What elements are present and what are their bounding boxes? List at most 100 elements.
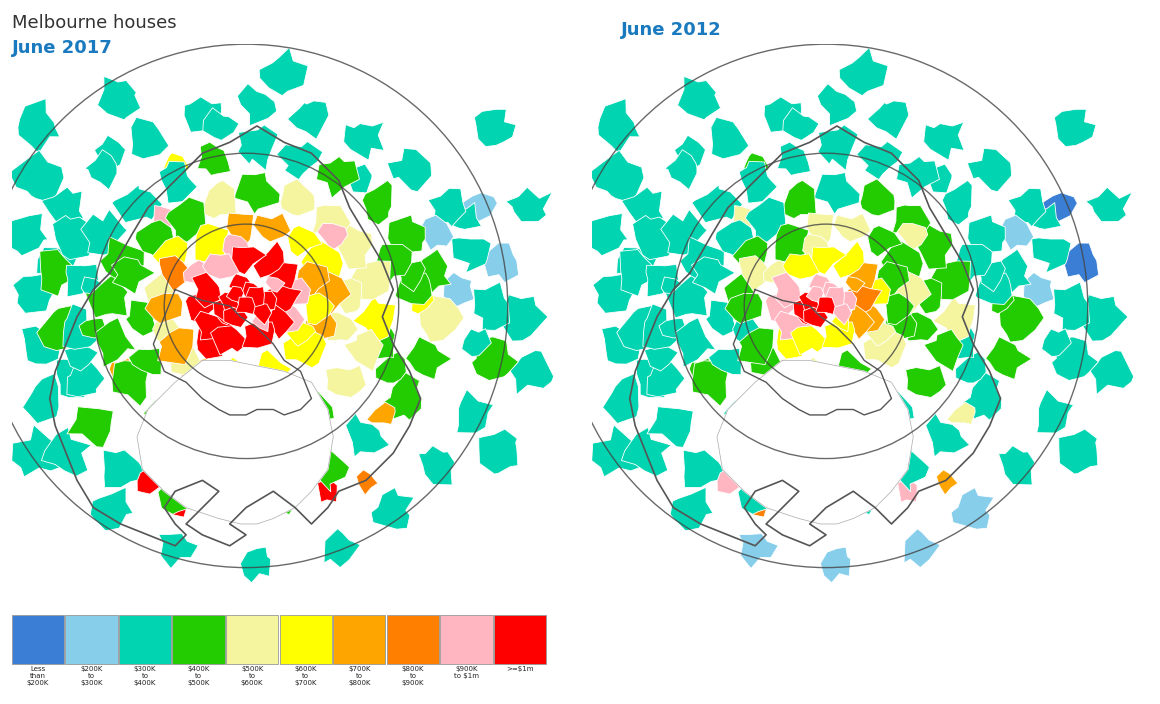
Polygon shape [1023, 272, 1054, 308]
Polygon shape [976, 273, 1012, 305]
Polygon shape [1032, 193, 1078, 224]
Polygon shape [159, 256, 195, 291]
Polygon shape [376, 352, 406, 383]
Polygon shape [839, 291, 857, 310]
Polygon shape [256, 350, 291, 385]
Polygon shape [241, 367, 275, 398]
Polygon shape [956, 352, 986, 383]
Polygon shape [2, 213, 48, 256]
Polygon shape [266, 277, 285, 292]
Polygon shape [276, 301, 305, 332]
Polygon shape [312, 205, 350, 236]
Polygon shape [775, 311, 813, 340]
Polygon shape [739, 256, 775, 291]
Polygon shape [213, 298, 233, 324]
Polygon shape [183, 260, 211, 284]
Polygon shape [647, 407, 694, 447]
Polygon shape [925, 329, 963, 371]
Polygon shape [195, 224, 229, 263]
Polygon shape [683, 450, 726, 488]
Polygon shape [452, 193, 498, 224]
Polygon shape [815, 297, 835, 315]
Polygon shape [472, 337, 519, 380]
Polygon shape [661, 210, 708, 255]
Polygon shape [790, 326, 829, 355]
Polygon shape [479, 429, 517, 474]
Polygon shape [868, 391, 914, 432]
Polygon shape [506, 187, 552, 222]
Polygon shape [203, 108, 239, 140]
Polygon shape [892, 205, 930, 236]
Polygon shape [644, 344, 679, 371]
Polygon shape [617, 306, 665, 351]
Bar [441, 615, 493, 664]
Polygon shape [659, 318, 687, 338]
Polygon shape [967, 149, 1012, 191]
Polygon shape [97, 76, 140, 120]
Polygon shape [868, 101, 908, 139]
Polygon shape [103, 450, 146, 488]
Polygon shape [451, 238, 491, 272]
Polygon shape [267, 284, 302, 313]
Bar [333, 615, 385, 664]
Polygon shape [137, 360, 333, 524]
Polygon shape [1031, 238, 1071, 272]
Text: $300K
to
$400K: $300K to $400K [133, 666, 157, 686]
Polygon shape [847, 284, 882, 313]
Polygon shape [811, 247, 847, 275]
Polygon shape [166, 197, 205, 242]
Polygon shape [999, 215, 1034, 251]
Polygon shape [283, 331, 326, 367]
Polygon shape [208, 422, 249, 455]
Polygon shape [909, 278, 942, 314]
Polygon shape [804, 307, 828, 327]
Polygon shape [784, 367, 806, 389]
Polygon shape [746, 197, 785, 242]
Polygon shape [317, 223, 348, 251]
Polygon shape [306, 293, 334, 325]
Polygon shape [22, 326, 61, 364]
Polygon shape [281, 179, 316, 216]
Polygon shape [231, 247, 267, 275]
Polygon shape [705, 300, 737, 337]
Polygon shape [145, 294, 182, 323]
Polygon shape [136, 220, 174, 256]
Polygon shape [1063, 243, 1099, 282]
Bar [386, 615, 440, 664]
Polygon shape [789, 357, 828, 394]
Polygon shape [367, 402, 396, 425]
Polygon shape [267, 263, 298, 291]
Polygon shape [197, 142, 231, 175]
Polygon shape [717, 360, 913, 524]
Polygon shape [419, 215, 454, 251]
Polygon shape [1052, 337, 1099, 380]
Polygon shape [733, 206, 760, 230]
Polygon shape [619, 249, 654, 296]
Polygon shape [226, 287, 244, 303]
Polygon shape [234, 172, 280, 214]
Polygon shape [343, 164, 372, 193]
Bar [173, 615, 225, 664]
Polygon shape [856, 301, 885, 332]
Polygon shape [841, 470, 880, 515]
Polygon shape [335, 223, 372, 269]
Polygon shape [796, 469, 824, 508]
Polygon shape [670, 487, 713, 531]
Polygon shape [783, 108, 819, 140]
Polygon shape [868, 226, 902, 257]
Polygon shape [210, 326, 249, 355]
Polygon shape [901, 312, 938, 341]
Polygon shape [137, 467, 164, 494]
Polygon shape [457, 389, 493, 433]
Polygon shape [159, 534, 198, 569]
Polygon shape [906, 365, 947, 398]
Polygon shape [39, 249, 74, 296]
Polygon shape [371, 488, 414, 529]
Polygon shape [443, 272, 474, 308]
Polygon shape [176, 358, 210, 393]
Polygon shape [9, 151, 64, 202]
Polygon shape [12, 425, 67, 477]
Polygon shape [766, 294, 799, 323]
Polygon shape [951, 488, 994, 529]
Polygon shape [159, 161, 197, 203]
